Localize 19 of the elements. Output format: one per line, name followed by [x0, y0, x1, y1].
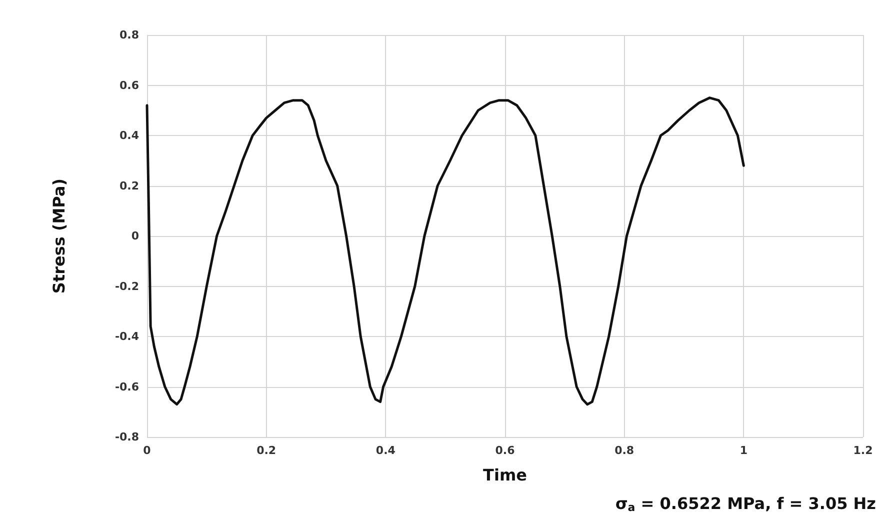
y-tick-label: -0.4 — [114, 330, 140, 343]
x-tick-label: 0 — [143, 444, 152, 457]
y-tick-label: 0.2 — [120, 179, 139, 192]
x-tick-label: 0.4 — [376, 444, 396, 457]
x-tick-label: 0.2 — [256, 444, 276, 457]
x-axis-title: Time — [483, 466, 528, 484]
y-tick-label: -0.2 — [114, 280, 139, 293]
y-tick-label: 0 — [131, 230, 140, 242]
y-tick-label: -0.6 — [114, 380, 140, 394]
x-tick-label: 1.2 — [853, 444, 873, 457]
x-tick-label: 0.6 — [495, 444, 516, 457]
x-tick-label: 0.8 — [614, 444, 634, 457]
y-tick-label: 0.6 — [120, 78, 140, 92]
y-axis-title: Stress (MPa) — [50, 178, 68, 294]
line-series — [146, 96, 745, 406]
y-tick-label: -0.8 — [114, 430, 139, 444]
y-tick-label: 0.8 — [120, 28, 139, 42]
y-tick-label: 0.4 — [120, 129, 140, 142]
x-tick-label: 1 — [740, 444, 748, 457]
